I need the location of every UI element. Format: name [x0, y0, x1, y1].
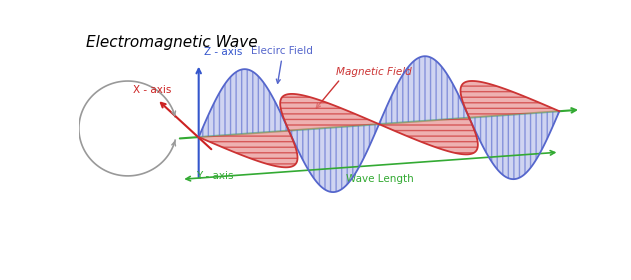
Text: Y - axis: Y - axis	[196, 171, 233, 181]
Text: Electromagnetic Wave: Electromagnetic Wave	[86, 35, 258, 50]
Polygon shape	[199, 130, 298, 167]
Polygon shape	[379, 56, 469, 124]
Text: Wave Length: Wave Length	[346, 174, 414, 184]
Text: X - axis: X - axis	[133, 85, 172, 95]
Polygon shape	[199, 69, 289, 137]
Polygon shape	[461, 81, 559, 118]
Polygon shape	[280, 94, 379, 130]
Polygon shape	[379, 118, 478, 154]
Text: Z - axis: Z - axis	[204, 47, 242, 57]
Text: Elecirc Field: Elecirc Field	[251, 46, 313, 56]
Polygon shape	[469, 111, 559, 179]
Polygon shape	[289, 124, 379, 192]
Text: Magnetic Field: Magnetic Field	[336, 67, 411, 77]
